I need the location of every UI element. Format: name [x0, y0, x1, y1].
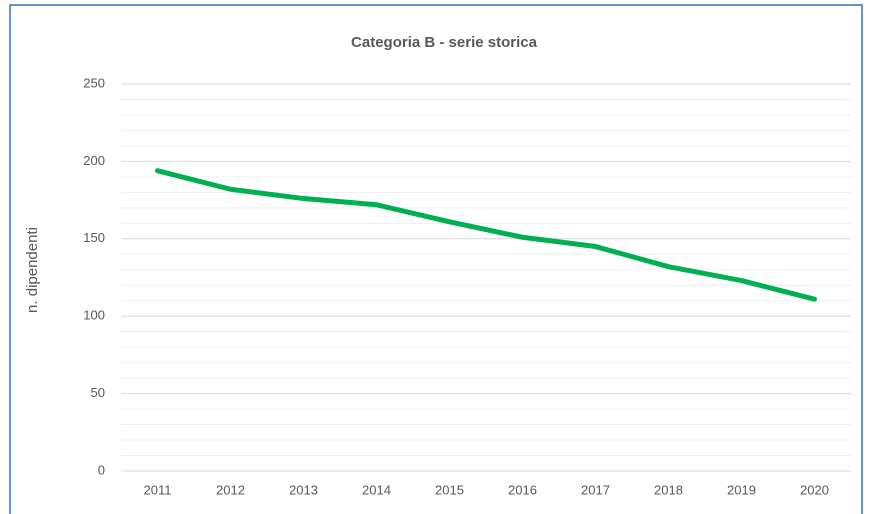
y-tick-label: 200	[83, 153, 105, 168]
x-tick-label: 2013	[289, 482, 318, 497]
y-tick-label: 50	[91, 385, 105, 400]
x-tick-label: 2018	[654, 482, 683, 497]
x-tick-label: 2011	[144, 482, 172, 497]
x-tick-label: 2016	[508, 482, 537, 497]
x-tick-label: 2015	[435, 482, 464, 497]
x-tick-label: 2017	[581, 482, 610, 497]
y-tick-label: 0	[98, 462, 105, 477]
x-tick-label: 2014	[362, 482, 391, 497]
x-tick-label: 2019	[727, 482, 756, 497]
chart-title: Categoria B - serie storica	[351, 34, 538, 51]
y-tick-label: 100	[83, 308, 105, 323]
chart-frame	[9, 4, 863, 514]
line-series	[155, 168, 817, 302]
y-tick-label: 250	[83, 75, 105, 90]
y-axis-label: n. dipendenti	[24, 227, 41, 313]
x-tick-label: 2020	[800, 482, 829, 497]
y-tick-label: 150	[83, 230, 105, 245]
x-tick-label: 2012	[216, 482, 245, 497]
